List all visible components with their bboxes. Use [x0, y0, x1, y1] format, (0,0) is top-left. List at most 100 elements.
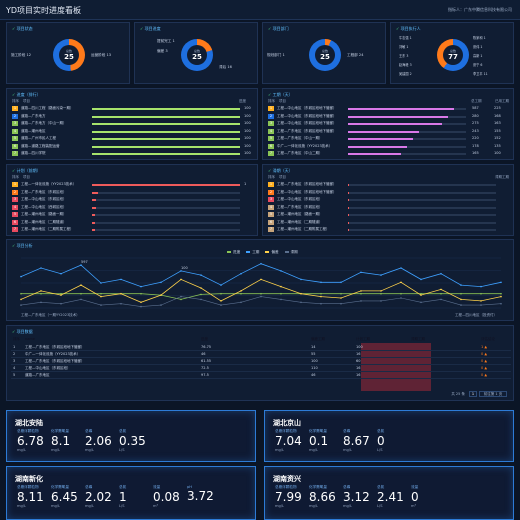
series-point[interactable] [120, 292, 122, 295]
series-point[interactable] [280, 285, 282, 288]
series-point[interactable] [280, 270, 282, 272]
pagination-jump[interactable]: 前往第 1 页 [479, 391, 507, 397]
series-point[interactable] [40, 290, 42, 292]
panel-row[interactable]: 1 工程—一体化设施（YY2023技术） 1 [12, 182, 254, 188]
series-point[interactable] [440, 288, 442, 291]
series-point[interactable] [320, 295, 322, 298]
series-point[interactable] [340, 292, 342, 295]
table-row[interactable]: 3 工程—广东地区（东城区段地下管廊） 61.55 100 60 0 ▲ [11, 358, 511, 365]
series-point[interactable] [60, 292, 62, 295]
series-point[interactable] [440, 272, 442, 275]
table-row[interactable]: 4 工程—中山地区（东城区段） 72.5 110 16 0 ▲ [11, 365, 511, 372]
series-point[interactable] [20, 292, 22, 295]
series-point[interactable] [180, 298, 182, 301]
series-point[interactable] [100, 295, 102, 298]
series-point[interactable] [20, 298, 22, 301]
table-header-cell[interactable]: 评估结论 [481, 337, 495, 341]
panel-row[interactable]: 7 道路—四川学院 100 [12, 151, 254, 157]
series-point[interactable] [140, 292, 142, 295]
series-point[interactable] [160, 294, 162, 296]
panel-row[interactable]: 6 道路—道路工程装配运营 100 [12, 143, 254, 150]
series-point[interactable] [180, 278, 182, 281]
legend-item[interactable]: 滞期 [284, 250, 298, 254]
series-point[interactable] [480, 300, 482, 302]
series-point[interactable] [260, 262, 262, 265]
series-point[interactable] [480, 292, 482, 295]
series-point[interactable] [20, 304, 22, 306]
table-row[interactable]: 2 中广—一体化设施（YY2023技术） 46 55 16 0 ▲ [11, 351, 511, 358]
series-point[interactable] [460, 284, 462, 286]
series-point[interactable] [420, 301, 422, 304]
series-point[interactable] [400, 267, 402, 269]
series-point[interactable] [100, 304, 102, 306]
panel-row[interactable]: 2 工程—中山地区（东城区段地下管廊） 280 168 [268, 113, 510, 120]
panel-row[interactable]: 2 工程—中山地区（东城区段地下管廊） [268, 189, 510, 196]
panel-row[interactable]: 4 工程—中山地区（西城区段） [12, 204, 254, 211]
panel-row[interactable]: 7 工程—广东地区（中山二期） 165 100 [268, 151, 510, 157]
series-point[interactable] [400, 297, 402, 299]
series-point[interactable] [480, 304, 482, 306]
series-point[interactable] [220, 292, 222, 295]
series-point[interactable] [420, 278, 422, 281]
series-point[interactable] [500, 295, 502, 298]
station-card-1[interactable]: 湖北安陆 总悬浮颗粒物 6.78 mg/L 化学需氧量 8.1 mg/L 总磷 2.06 mg/L… [6, 410, 256, 462]
series-point[interactable] [40, 292, 42, 295]
legend-item[interactable]: 工期 [246, 250, 259, 254]
series-point[interactable] [360, 290, 362, 292]
series-point[interactable] [80, 298, 82, 301]
series-point[interactable] [140, 301, 142, 304]
table-row[interactable]: 1 工程—广东地区（东城区段地下管廊） 76.75 14 100 1 ▲ [11, 344, 511, 351]
series-point[interactable] [460, 304, 462, 306]
series-point[interactable] [480, 285, 482, 288]
series-point[interactable] [260, 295, 262, 298]
series-point[interactable] [380, 274, 382, 276]
series-point[interactable] [320, 302, 322, 305]
series-point[interactable] [220, 300, 222, 302]
table-header-cell[interactable]: 计划工期 [356, 337, 370, 341]
series-point[interactable] [200, 298, 202, 301]
panel-row[interactable]: 2 道路—广东地方 100 [12, 113, 254, 120]
series-point[interactable] [380, 300, 382, 302]
panel-row[interactable]: 1 工程—中山地区（东城区段地下管廊） 587 225 [268, 106, 510, 112]
series-point[interactable] [460, 298, 462, 301]
series-point[interactable] [220, 284, 222, 286]
panel-row[interactable]: 7 工程—潮州地区（二期附属工程） [12, 227, 254, 233]
series-point[interactable] [160, 281, 162, 284]
series-point[interactable] [420, 294, 422, 296]
table-header-cell[interactable]: 排序 [13, 337, 20, 341]
panel-row[interactable]: 6 工程—潮州地区（二期隧道） [12, 219, 254, 226]
panel-row[interactable]: 4 道路—潮州地区 100 [12, 128, 254, 135]
panel-row[interactable]: 5 道路—广州市民人工程 100 [12, 136, 254, 142]
series-point[interactable] [120, 302, 122, 305]
series-point[interactable] [100, 282, 102, 284]
panel-row[interactable]: 4 工程—广东地区（东城区段地下管廊） 243 155 [268, 128, 510, 135]
series-point[interactable] [40, 301, 42, 304]
series-point[interactable] [240, 272, 242, 275]
series-point[interactable] [180, 295, 182, 298]
series-point[interactable] [80, 284, 82, 286]
series-point[interactable] [100, 292, 102, 295]
series-point[interactable] [400, 292, 402, 295]
series-point[interactable] [160, 304, 162, 306]
series-point[interactable] [140, 285, 142, 288]
legend-item[interactable]: 偏差 [265, 250, 279, 254]
panel-row[interactable]: 6 中广—一体化设施（YY2023技术） 178 135 [268, 143, 510, 150]
series-point[interactable] [60, 294, 62, 296]
series-point[interactable] [360, 300, 362, 302]
panel-row[interactable]: 2 工程—广东地区（东城区段） [12, 189, 254, 196]
series-point[interactable] [40, 267, 42, 269]
series-point[interactable] [320, 281, 322, 284]
series-point[interactable] [140, 305, 142, 308]
series-point[interactable] [440, 298, 442, 301]
table-row[interactable]: 5 道路—广东地区 97.5 46 16 0 ▲ [11, 372, 511, 379]
panel-row[interactable]: 5 工程—潮州地区（路面一期） [268, 212, 510, 218]
series-point[interactable] [120, 278, 122, 281]
series-point[interactable] [300, 301, 302, 304]
series-point[interactable] [260, 292, 262, 295]
panel-row[interactable]: 4 工程—广东地区（东城区段） [268, 204, 510, 211]
series-point[interactable] [500, 292, 502, 295]
panel-row[interactable]: 1 道路—四川工程（路面污染一期） 100 [12, 106, 254, 112]
series-point[interactable] [60, 302, 62, 305]
series-point[interactable] [240, 290, 242, 292]
panel-row[interactable]: 7 工程—潮州地区（二期附属工程） [268, 227, 510, 233]
